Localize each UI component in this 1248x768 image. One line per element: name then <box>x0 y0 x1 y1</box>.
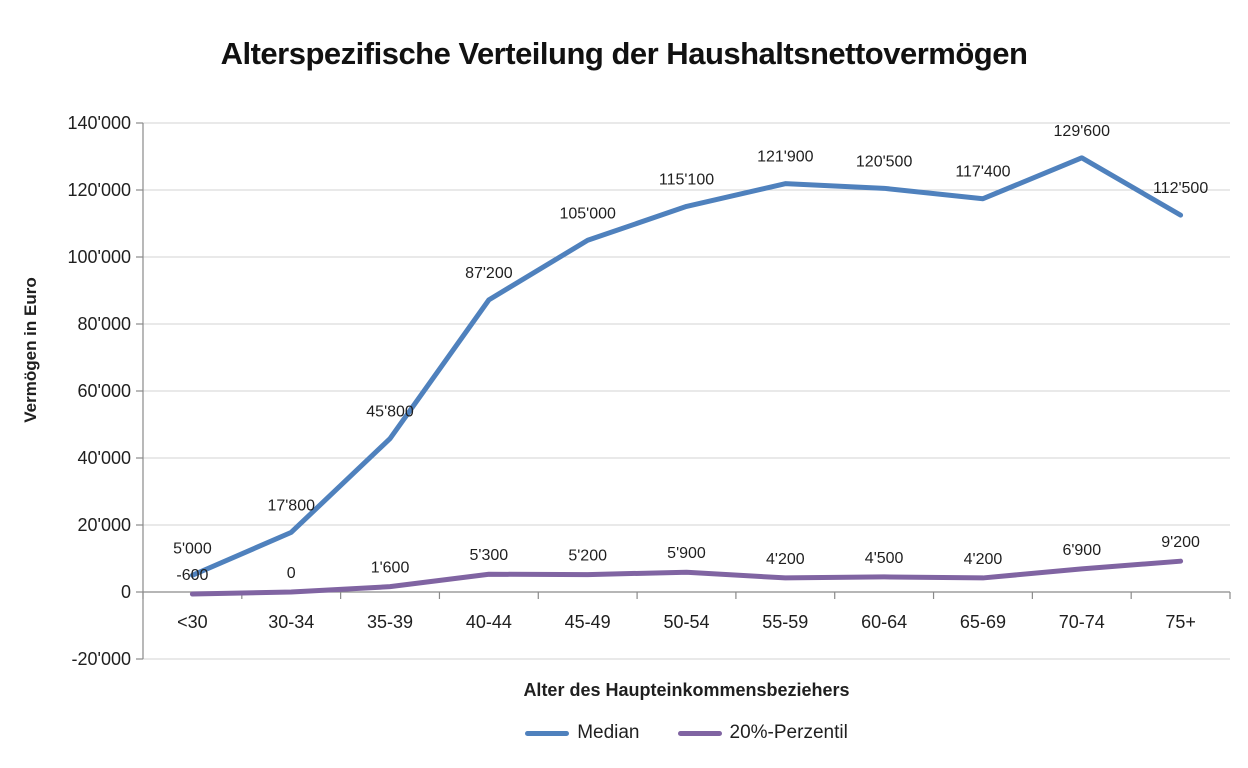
data-label: 6'900 <box>1062 542 1101 559</box>
data-label: 121'900 <box>757 149 814 166</box>
legend-label-percentile: 20%-Perzentil <box>729 722 848 743</box>
legend-item-percentile: 20%-Perzentil <box>677 722 848 744</box>
y-tick-label: 40'000 <box>78 448 132 468</box>
legend-line-swatch-percentile <box>677 730 722 736</box>
data-label: 87'200 <box>465 265 513 282</box>
data-label: 120'500 <box>856 153 913 170</box>
data-label: 1'600 <box>371 560 410 577</box>
data-label: 5'900 <box>667 545 706 562</box>
x-category-label: 40-44 <box>466 612 512 632</box>
chart-title: Alterspezifische Verteilung der Haushalt… <box>220 36 1028 71</box>
x-category-label: 30-34 <box>268 612 314 632</box>
data-label: 5'200 <box>568 548 607 565</box>
data-label: 5'300 <box>470 547 509 564</box>
data-label: 0 <box>287 565 296 582</box>
y-tick-label: 100'000 <box>67 247 131 267</box>
x-category-label: 50-54 <box>663 612 709 632</box>
data-label: 4'200 <box>964 551 1003 568</box>
x-category-label: 60-64 <box>861 612 907 632</box>
data-label: 4'200 <box>766 551 805 568</box>
y-tick-label: 20'000 <box>78 515 132 535</box>
data-label: 4'500 <box>865 550 904 567</box>
x-category-label: 65-69 <box>960 612 1006 632</box>
x-category-label: 70-74 <box>1059 612 1105 632</box>
legend: Median 20%-Perzentil <box>143 722 1230 744</box>
data-label: 9'200 <box>1161 534 1200 551</box>
percentile-line <box>189 558 1184 597</box>
y-tick-label: 60'000 <box>78 381 132 401</box>
legend-label-median: Median <box>577 722 640 743</box>
data-label: 112'500 <box>1153 180 1208 197</box>
y-tick-label: 80'000 <box>78 314 132 334</box>
data-label: 117'400 <box>955 164 1010 181</box>
y-tick-label: 140'000 <box>67 113 131 133</box>
x-category-label: 45-49 <box>565 612 611 632</box>
data-label: 17'800 <box>267 497 315 514</box>
data-label: -600 <box>176 567 208 584</box>
legend-item-median: Median <box>525 722 640 744</box>
y-tick-label: 120'000 <box>67 180 131 200</box>
data-label: 105'000 <box>559 205 616 222</box>
y-tick-label: 0 <box>121 582 131 602</box>
y-tick-label: -20'000 <box>72 649 131 669</box>
legend-line-swatch-median <box>525 730 570 736</box>
x-category-label: <30 <box>177 612 208 632</box>
x-category-label: 35-39 <box>367 612 413 632</box>
x-category-label: 75+ <box>1165 612 1196 632</box>
data-label: 5'000 <box>173 540 212 557</box>
data-label: 45'800 <box>366 404 414 421</box>
x-axis-title: Alter des Haupteinkommensbeziehers <box>523 680 850 700</box>
data-label: 115'100 <box>659 171 714 188</box>
median-line <box>189 155 1184 578</box>
x-category-label: 55-59 <box>762 612 808 632</box>
data-label: 129'600 <box>1054 123 1111 140</box>
